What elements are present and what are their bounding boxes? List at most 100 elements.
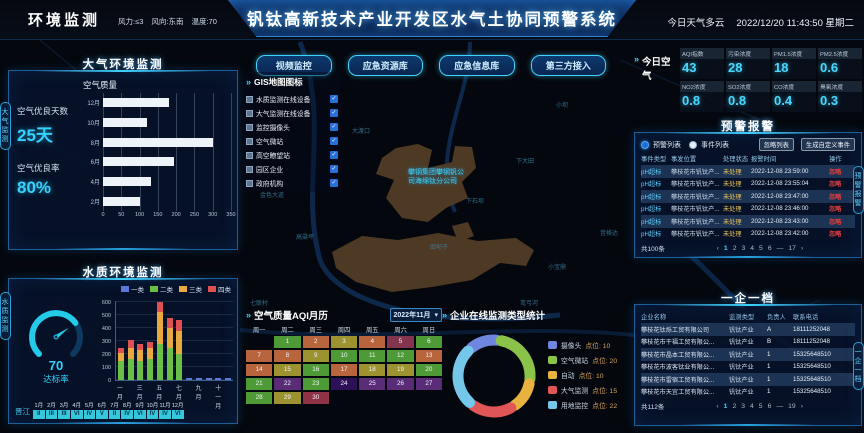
pager-page[interactable]: 6 [767,402,772,410]
side-tab-alarm[interactable]: 预警报警 [853,166,864,214]
calendar-day-cell[interactable]: 7 [246,350,273,362]
calendar-day-cell[interactable]: 4 [359,336,386,348]
table-row[interactable]: 攀枝花市波客钛业有限公... 钒钛产业 1 15325648510 [641,361,855,374]
table-row[interactable]: pH超标 攀枝花市钒钛产... 未处理 2022-12-08 23:46:00 忽略 [641,203,855,216]
calendar-day-cell[interactable]: 5 [387,336,414,348]
calendar-day-cell[interactable]: 6 [415,336,442,348]
pager-next[interactable]: › [800,244,804,252]
calendar-day-cell[interactable]: 30 [302,392,329,404]
pager-page[interactable]: 3 [741,402,745,410]
pager-page[interactable]: 3 [741,244,746,252]
calendar-day-cell[interactable]: 17 [330,364,358,376]
calendar-day-cell[interactable]: 26 [387,378,414,390]
checkbox-checked-icon[interactable]: ✓ [330,109,338,117]
ignore-list-button[interactable]: 忽略列表 [758,138,794,151]
radio-event-list[interactable] [689,140,697,149]
calendar-day-cell[interactable]: 24 [330,378,358,390]
pager-page[interactable]: 5 [759,244,763,252]
pager-page[interactable]: 17 [788,244,796,252]
calendar-day-cell[interactable]: 19 [387,364,414,376]
map-place-label: 金色大道 [260,193,285,199]
calendar-day-cell[interactable]: 18 [359,364,386,376]
gis-legend-item[interactable]: 空气微站 ✓ [246,134,338,148]
table-row[interactable]: pH超标 攀枝花市钒钛产... 未处理 2022-12-08 23:47:00 忽略 [641,190,855,203]
checkbox-checked-icon[interactable]: ✓ [330,95,338,103]
checkbox-checked-icon[interactable]: ✓ [330,137,338,145]
pager-page[interactable]: 1 [723,244,728,252]
calendar-day-cell[interactable]: 1 [274,336,301,348]
table-row[interactable]: 攀枝花钛烁工贸有限公司 钒钛产业 A 18111252048 [641,323,855,336]
calendar-day-cell[interactable]: 21 [246,378,273,390]
radio-warning-list[interactable] [641,140,649,149]
gis-legend-item[interactable]: 大气监测在线设备 ✓ [246,106,338,120]
map-button-2[interactable]: 应急资源库 [347,55,423,76]
side-tab-enterprise[interactable]: 一企一档 [853,342,864,390]
pager-page[interactable]: 2 [732,402,737,410]
gis-legend-item[interactable]: 园区企业 ✓ [246,162,338,176]
checkbox-checked-icon[interactable]: ✓ [330,165,338,173]
map-button-1[interactable]: 视频监控 [256,55,332,76]
calendar-day-cell[interactable]: 15 [274,364,301,376]
table-row[interactable]: 攀枝花市天宜工贸有限公... 钒钛产业 1 15325648510 [641,386,855,399]
pager-page[interactable]: 1 [723,402,728,410]
radio-event-label[interactable]: 事件列表 [701,141,729,149]
atmospheric-monitoring-panel: 大气环境监测 空气优良天数 25天 空气优良率 80% 空气质量 12月 10月 8… [8,59,238,250]
pager-page[interactable]: 4 [750,244,755,252]
calendar-day-cell[interactable]: 13 [415,350,442,362]
pager-next[interactable]: › [800,402,803,410]
table-cell[interactable]: 忽略 [829,231,842,239]
calendar-day-cell[interactable]: 11 [359,350,386,362]
table-row[interactable]: 攀枝花市雷宿工贸有限公... 钒钛产业 1 15325648510 [641,373,855,386]
gis-legend-item[interactable]: 水质监测在线设备 ✓ [246,92,338,106]
month-select[interactable]: 2022年11月 ▾ [389,308,442,322]
pager-page[interactable]: 5 [758,402,763,410]
pager-prev[interactable]: ‹ [716,402,719,410]
checkbox-checked-icon[interactable]: ✓ [330,179,338,187]
calendar-day-cell[interactable]: 12 [387,350,414,362]
side-tab-air[interactable]: 大气监测 [0,102,11,150]
pager-page[interactable]: 6 [767,244,772,252]
calendar-day-cell[interactable]: 27 [415,378,442,390]
checkbox-checked-icon[interactable]: ✓ [330,123,338,131]
gis-legend-item[interactable]: 政府机构 ✓ [246,176,338,190]
calendar-day-cell[interactable]: 16 [302,364,329,376]
map-button-3[interactable]: 应急信息库 [439,55,515,76]
table-row[interactable]: pH超标 攀枝花市钒钛产... 未处理 2022-12-08 23:42:00 忽略 [641,228,855,241]
calendar-day-cell[interactable]: 2 [302,336,329,348]
calendar-day-cell[interactable]: 20 [415,364,442,376]
create-custom-event-button[interactable]: 生成自定义事件 [800,138,855,151]
pager-page[interactable]: 19 [788,402,796,410]
table-row[interactable]: pH超标 攀枝花市钒钛产... 未处理 2022-12-08 23:43:00 忽略 [641,215,855,228]
radio-warning-label[interactable]: 预警列表 [653,141,681,149]
map-button-4[interactable]: 第三方接入 [530,55,606,76]
table-cell[interactable]: 忽略 [829,181,842,189]
table-cell[interactable]: 忽略 [829,193,842,201]
calendar-day-cell[interactable]: 25 [359,378,386,390]
table-row[interactable]: pH超标 攀枝花市钒钛产... 未处理 2022-12-08 23:59:00 忽略 [641,165,855,178]
gis-legend-box: » GIS地图图标 水质监测在线设备 ✓ 大气监测在线设备 ✓ 监控摄像头 ✓ 空气微站 ✓ 高空… [243,72,341,192]
calendar-day-cell[interactable]: 22 [274,378,301,390]
calendar-day-cell[interactable]: 3 [330,336,358,348]
calendar-day-cell[interactable]: 8 [274,350,301,362]
pager-page[interactable]: 4 [750,402,754,410]
pager-page[interactable]: — [776,244,784,252]
pager-prev[interactable]: ‹ [716,244,719,252]
side-tab-water[interactable]: 水质监测 [0,292,11,340]
calendar-day-cell[interactable]: 9 [302,350,329,362]
table-row[interactable]: pH超标 攀枝花市钒钛产... 未处理 2022-12-08 23:55:04 忽略 [641,178,855,191]
calendar-day-cell[interactable]: 23 [302,378,329,390]
pager-page[interactable]: 2 [732,244,737,252]
checkbox-checked-icon[interactable]: ✓ [330,151,338,159]
calendar-day-cell[interactable]: 10 [330,350,358,362]
table-cell[interactable]: 忽略 [829,218,842,226]
pager-page[interactable]: — [776,402,784,410]
calendar-day-cell[interactable]: 14 [246,364,273,376]
gis-legend-item[interactable]: 监控摄像头 ✓ [246,120,338,134]
table-row[interactable]: 攀枝花市干福工贸有限公... 钒钛产业 B 18111252048 [641,336,855,349]
table-row[interactable]: 攀枝花市晶本工贸有限公... 钒钛产业 1 15325648510 [641,348,855,361]
table-cell[interactable]: 忽略 [829,168,842,176]
calendar-day-cell[interactable]: 28 [246,392,273,404]
calendar-day-cell[interactable]: 29 [274,392,301,404]
table-cell[interactable]: 忽略 [829,206,842,214]
gis-legend-item[interactable]: 高空瞭望站 ✓ [246,148,338,162]
